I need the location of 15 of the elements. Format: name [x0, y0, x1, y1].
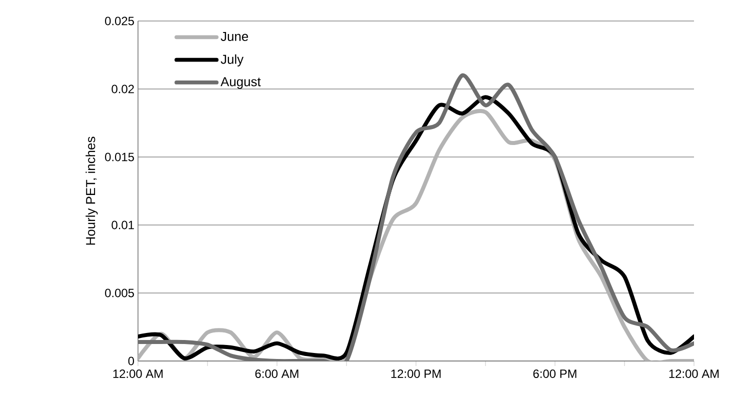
x-tick-label: 12:00 PM [391, 370, 441, 378]
y-tick-label: 0.015 [105, 152, 134, 162]
x-tick-label: 12:00 AM [669, 370, 719, 378]
x-tick-label: 6:00 AM [255, 370, 298, 378]
x-tick-label: 6:00 PM [533, 370, 576, 378]
y-tick-label: 0.005 [105, 288, 134, 298]
y-tick-label: 0.025 [105, 16, 134, 26]
y-tick-label: 0.02 [112, 84, 134, 94]
y-axis-title: Hourly PET, inches [86, 136, 98, 245]
x-tick-label: 12:00 AM [113, 370, 163, 378]
y-tick-label: 0 [128, 356, 134, 366]
y-tick-label: 0.01 [112, 220, 134, 230]
legend-label: July [220, 54, 244, 66]
legend-label: August [220, 77, 261, 89]
legend-label: June [220, 32, 248, 42]
